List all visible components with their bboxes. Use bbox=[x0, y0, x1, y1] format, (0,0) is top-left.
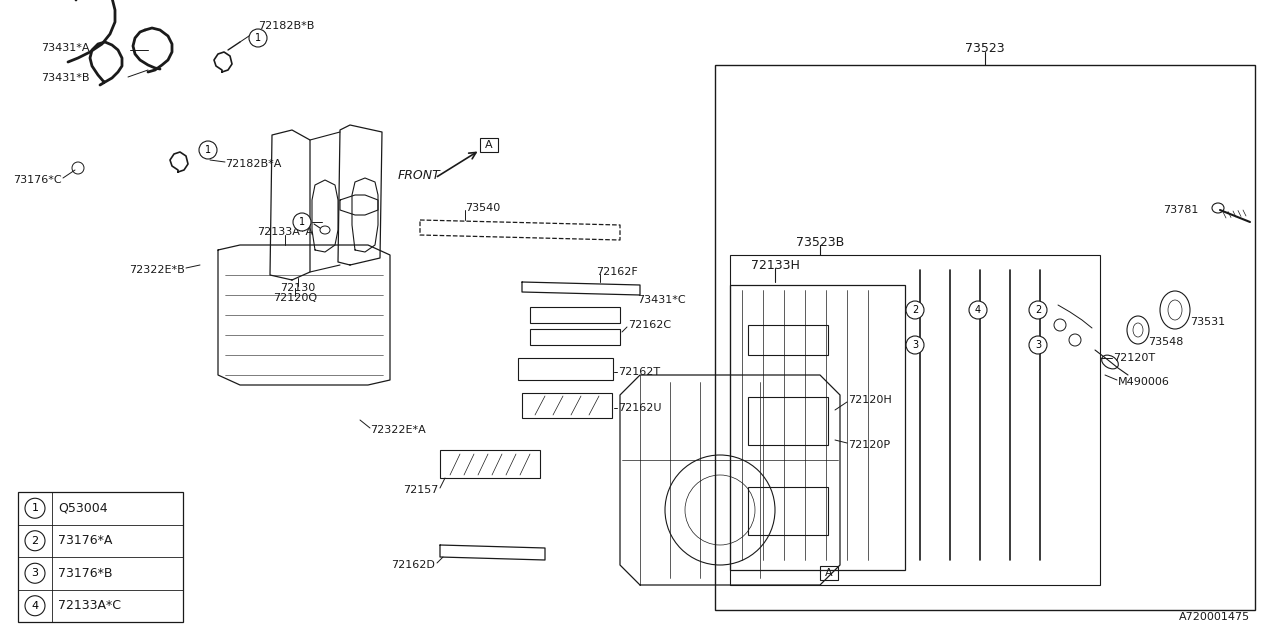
Bar bbox=[440, 450, 540, 478]
Text: 72130: 72130 bbox=[280, 283, 316, 293]
Circle shape bbox=[26, 596, 45, 616]
Bar bbox=[18, 492, 183, 622]
Text: A: A bbox=[826, 568, 833, 578]
Text: A720001475: A720001475 bbox=[1179, 612, 1251, 622]
Text: 72120T: 72120T bbox=[1114, 353, 1155, 363]
Text: 72162T: 72162T bbox=[618, 367, 660, 377]
Bar bbox=[530, 307, 620, 323]
Text: 72120Q: 72120Q bbox=[273, 293, 317, 303]
Text: 73176*A: 73176*A bbox=[58, 534, 113, 547]
Circle shape bbox=[1029, 301, 1047, 319]
Text: 73176*B: 73176*B bbox=[58, 567, 113, 580]
Circle shape bbox=[72, 162, 84, 174]
Text: M490006: M490006 bbox=[1117, 377, 1170, 387]
Circle shape bbox=[26, 531, 45, 551]
Bar bbox=[730, 255, 1100, 585]
Text: 73548: 73548 bbox=[1148, 337, 1184, 347]
Text: 2: 2 bbox=[1034, 305, 1041, 315]
Text: 1: 1 bbox=[255, 33, 261, 43]
Text: 72162F: 72162F bbox=[596, 267, 637, 277]
Bar bbox=[748, 325, 828, 355]
Circle shape bbox=[250, 29, 268, 47]
Bar bbox=[518, 358, 613, 380]
Text: 73523: 73523 bbox=[965, 42, 1005, 54]
Text: 2: 2 bbox=[911, 305, 918, 315]
Text: 72157: 72157 bbox=[403, 485, 438, 495]
Text: 73540: 73540 bbox=[465, 203, 500, 213]
Text: 72322E*A: 72322E*A bbox=[370, 425, 426, 435]
Text: 73176*C: 73176*C bbox=[13, 175, 61, 185]
Text: A: A bbox=[485, 140, 493, 150]
Circle shape bbox=[293, 213, 311, 231]
Text: 72162D: 72162D bbox=[392, 560, 435, 570]
Bar bbox=[748, 397, 828, 445]
Text: 72162C: 72162C bbox=[628, 320, 671, 330]
Text: 72120H: 72120H bbox=[849, 395, 892, 405]
Text: 72162U: 72162U bbox=[618, 403, 662, 413]
Text: 72133H: 72133H bbox=[750, 259, 800, 271]
Text: 73531: 73531 bbox=[1190, 317, 1225, 327]
Bar bbox=[730, 285, 905, 570]
Bar bbox=[716, 65, 1254, 610]
Text: 73431*C: 73431*C bbox=[637, 295, 686, 305]
Circle shape bbox=[26, 563, 45, 583]
Text: 72182B*B: 72182B*B bbox=[259, 21, 315, 31]
Bar bbox=[480, 138, 498, 152]
Text: Q53004: Q53004 bbox=[58, 502, 108, 515]
Ellipse shape bbox=[320, 226, 330, 234]
Circle shape bbox=[1053, 319, 1066, 331]
Text: 73431*B: 73431*B bbox=[41, 73, 90, 83]
Bar bbox=[748, 487, 828, 535]
Circle shape bbox=[906, 336, 924, 354]
Text: 2: 2 bbox=[32, 536, 38, 546]
Ellipse shape bbox=[1102, 355, 1119, 369]
Bar bbox=[530, 329, 620, 345]
Text: 72322E*B: 72322E*B bbox=[129, 265, 186, 275]
Text: 3: 3 bbox=[1036, 340, 1041, 350]
Ellipse shape bbox=[1212, 203, 1224, 213]
Ellipse shape bbox=[1160, 291, 1190, 329]
Text: 72120P: 72120P bbox=[849, 440, 890, 450]
Text: 4: 4 bbox=[32, 601, 38, 611]
Text: 1: 1 bbox=[300, 217, 305, 227]
Text: FRONT: FRONT bbox=[398, 168, 440, 182]
Text: 1: 1 bbox=[32, 503, 38, 513]
Bar bbox=[820, 566, 838, 580]
Circle shape bbox=[1029, 336, 1047, 354]
Circle shape bbox=[969, 301, 987, 319]
Text: 4: 4 bbox=[975, 305, 980, 315]
Circle shape bbox=[26, 499, 45, 518]
Circle shape bbox=[198, 141, 218, 159]
Circle shape bbox=[1069, 334, 1082, 346]
Text: 72182B*A: 72182B*A bbox=[225, 159, 282, 169]
Text: 73781: 73781 bbox=[1162, 205, 1198, 215]
Ellipse shape bbox=[1126, 316, 1149, 344]
Text: 72133A*C: 72133A*C bbox=[58, 599, 122, 612]
Text: 72133A*A: 72133A*A bbox=[257, 227, 314, 237]
Circle shape bbox=[906, 301, 924, 319]
Text: 1: 1 bbox=[205, 145, 211, 155]
Text: 73523B: 73523B bbox=[796, 236, 844, 248]
Text: 3: 3 bbox=[32, 568, 38, 579]
Text: 73431*A: 73431*A bbox=[41, 43, 90, 53]
Bar bbox=[522, 393, 612, 418]
Text: 3: 3 bbox=[911, 340, 918, 350]
